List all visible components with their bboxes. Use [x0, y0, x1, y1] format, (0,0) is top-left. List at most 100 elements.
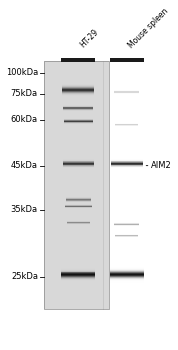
Bar [63, 111, 93, 112]
Bar [61, 276, 95, 277]
Bar [62, 86, 94, 87]
Bar [61, 268, 95, 269]
Bar [62, 87, 94, 88]
Bar [61, 266, 95, 267]
Bar [110, 281, 144, 282]
Bar [111, 168, 143, 169]
Bar [110, 282, 144, 284]
Bar [61, 279, 95, 280]
Bar [111, 161, 143, 162]
Bar [110, 280, 144, 281]
Bar [62, 97, 94, 98]
Bar [63, 159, 94, 160]
Bar [63, 106, 93, 107]
Bar [63, 108, 93, 109]
Bar [66, 196, 91, 197]
Bar [111, 159, 143, 160]
Bar [63, 163, 94, 164]
Text: 75kDa: 75kDa [11, 89, 38, 98]
Bar [62, 92, 94, 93]
Bar [61, 283, 95, 284]
Bar [61, 267, 95, 268]
Bar [63, 107, 93, 108]
Bar [66, 199, 91, 200]
Bar [111, 169, 143, 170]
Bar [110, 276, 144, 277]
Text: 45kDa: 45kDa [11, 161, 38, 170]
Text: Mouse spleen: Mouse spleen [127, 6, 170, 50]
Bar [110, 279, 144, 280]
Bar [66, 201, 91, 202]
Bar [66, 203, 91, 204]
Bar [44, 61, 109, 309]
Bar [110, 273, 144, 274]
Bar [111, 162, 143, 163]
Bar [64, 118, 93, 119]
Bar [62, 95, 94, 96]
Bar [64, 125, 93, 126]
Bar [63, 164, 94, 165]
Bar [110, 277, 144, 278]
Bar [61, 272, 95, 273]
Bar [62, 91, 94, 92]
Bar [110, 266, 144, 267]
Bar [110, 58, 144, 62]
Bar [111, 158, 143, 159]
Bar [111, 165, 143, 166]
Bar [111, 166, 143, 167]
Bar [61, 280, 95, 281]
Bar [61, 58, 95, 62]
Bar [66, 202, 91, 203]
Bar [64, 120, 93, 121]
Bar [61, 281, 95, 282]
Bar [61, 278, 95, 279]
Bar [111, 163, 143, 164]
Bar [111, 164, 143, 165]
Bar [61, 271, 95, 272]
Bar [64, 119, 93, 120]
Bar [62, 93, 94, 94]
Bar [66, 197, 91, 198]
Bar [62, 82, 94, 83]
Bar [63, 165, 94, 166]
Bar [63, 109, 93, 110]
Bar [63, 162, 94, 163]
Bar [62, 96, 94, 97]
Bar [61, 275, 95, 276]
Bar [64, 122, 93, 123]
Bar [44, 61, 109, 309]
Bar [63, 158, 94, 159]
Bar [110, 278, 144, 279]
Text: 35kDa: 35kDa [11, 205, 38, 214]
Bar [66, 198, 91, 199]
Bar [63, 167, 94, 168]
Bar [110, 272, 144, 273]
Bar [61, 269, 95, 270]
Bar [62, 85, 94, 86]
Bar [63, 169, 94, 170]
Bar [61, 270, 95, 271]
Bar [110, 269, 144, 270]
Bar [63, 160, 94, 161]
Bar [61, 273, 95, 274]
Text: 100kDa: 100kDa [6, 68, 38, 77]
Bar [111, 167, 143, 168]
Bar [63, 112, 93, 113]
Bar [61, 274, 95, 275]
Text: 25kDa: 25kDa [11, 272, 38, 281]
Bar [62, 88, 94, 89]
Bar [62, 98, 94, 99]
Bar [64, 124, 93, 125]
Bar [64, 121, 93, 122]
Text: 60kDa: 60kDa [11, 116, 38, 124]
Text: HT-29: HT-29 [78, 28, 100, 50]
Bar [110, 268, 144, 269]
Text: AIM2: AIM2 [151, 161, 172, 170]
Bar [111, 160, 143, 161]
Bar [63, 104, 93, 105]
Bar [63, 105, 93, 106]
Bar [110, 285, 144, 286]
Bar [62, 94, 94, 95]
Bar [61, 277, 95, 278]
Bar [110, 271, 144, 272]
